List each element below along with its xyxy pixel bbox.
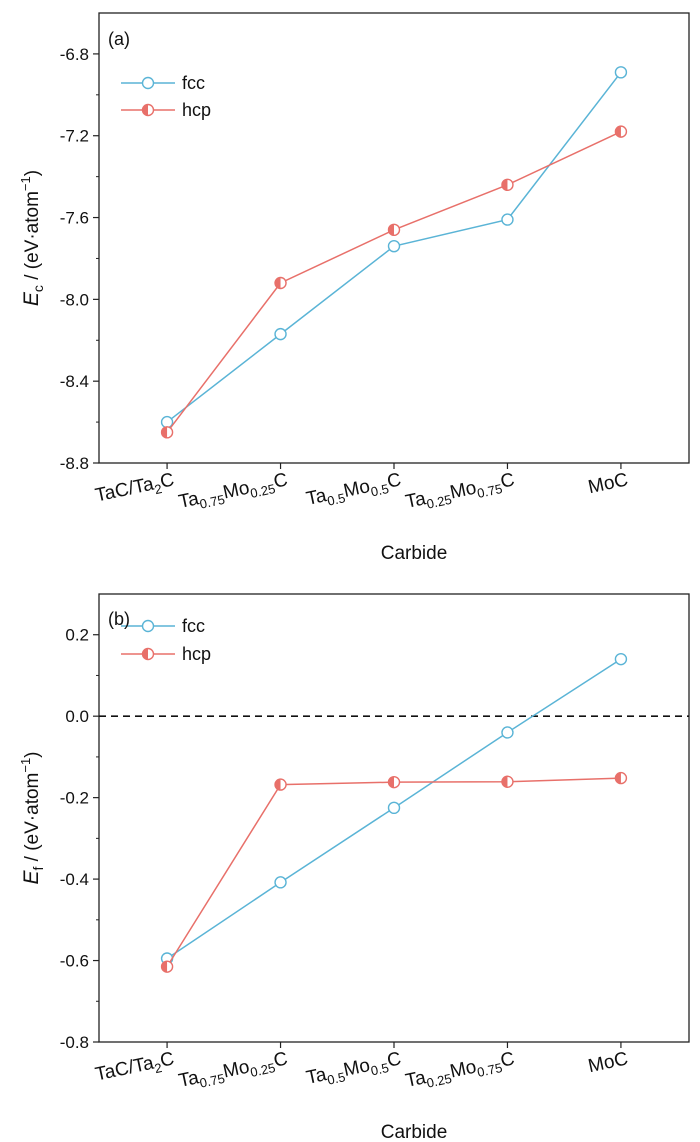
y-axis-title: Ef / (eV·atom−1) xyxy=(18,751,46,884)
y-tick-label: -8.0 xyxy=(60,290,89,309)
x-tick-label: MoC xyxy=(586,1048,630,1077)
legend-marker-fcc xyxy=(141,619,155,633)
x-tick-label: Ta0.5Mo0.5C xyxy=(304,469,403,513)
y-tick-label: -0.4 xyxy=(60,870,89,889)
x-tick-label: Ta0.5Mo0.5C xyxy=(304,1048,403,1092)
x-tick-label: TaC/Ta2C xyxy=(93,469,176,509)
y-tick-label: -0.2 xyxy=(60,789,89,808)
panel-tag: (b) xyxy=(108,609,130,629)
y-tick-label: -8.8 xyxy=(60,454,89,473)
chart-panel-b: -0.8 -0.6 -0.4 -0.2 0.0 0.2 TaC/Ta2CTa0.75Mo0.… xyxy=(18,593,690,1142)
data-point-hcp-fill xyxy=(161,426,168,438)
data-point-hcp-fill xyxy=(501,179,508,191)
data-point-hcp-fill xyxy=(615,126,621,138)
series-line-hcp xyxy=(166,130,622,433)
data-point-fcc xyxy=(160,415,174,429)
data-point-hcp-fill xyxy=(388,776,394,788)
chart-panel-a: -8.8 -8.4 -8.0 -7.6 -7.2 -6.8 TaC/Ta2CTa0.75Mo… xyxy=(18,12,690,564)
legend-label-fcc: fcc xyxy=(182,73,205,93)
data-point-hcp-fill xyxy=(275,779,281,791)
data-point-fcc xyxy=(274,876,287,889)
x-axis-title: Carbide xyxy=(381,1122,448,1142)
y-tick-label: 0.0 xyxy=(65,707,89,726)
x-tick-label: Ta0.75Mo0.25C xyxy=(177,1048,290,1095)
data-point-hcp-fill xyxy=(615,772,621,784)
y-tick-label: -0.8 xyxy=(60,1033,89,1052)
y-tick-label: -7.6 xyxy=(60,209,89,228)
x-tick-label: TaC/Ta2C xyxy=(93,1048,176,1088)
data-point-fcc xyxy=(501,213,514,226)
data-point-hcp-fill xyxy=(388,224,394,236)
legend-label-hcp: hcp xyxy=(182,644,211,664)
y-axis-title: Ec / (eV·atom−1) xyxy=(18,170,46,306)
panel-tag: (a) xyxy=(108,29,130,49)
legend-label-hcp: hcp xyxy=(182,100,211,120)
y-tick-label: -7.2 xyxy=(60,127,89,146)
y-tick-label: -8.4 xyxy=(60,372,89,391)
data-point-fcc xyxy=(387,239,401,253)
y-tick-label: -0.6 xyxy=(60,952,89,971)
data-point-fcc xyxy=(614,652,628,666)
data-point-fcc xyxy=(387,801,401,815)
legend-label-fcc: fcc xyxy=(182,616,205,636)
data-point-fcc xyxy=(501,726,514,739)
data-point-hcp-fill xyxy=(161,961,168,973)
x-axis-title: Carbide xyxy=(381,543,448,564)
x-tick-label: MoC xyxy=(586,469,630,498)
x-tick-label: Ta0.75Mo0.25C xyxy=(177,469,290,516)
data-point-hcp-fill xyxy=(275,277,281,289)
data-point-fcc xyxy=(274,327,287,341)
legend-marker-hcp-fill xyxy=(142,104,148,116)
legend-marker-fcc xyxy=(141,76,155,90)
data-point-hcp-fill xyxy=(501,776,508,788)
x-tick-label: Ta0.25Mo0.75C xyxy=(404,469,517,516)
y-tick-label: -6.8 xyxy=(60,45,89,64)
y-tick-label: 0.2 xyxy=(65,626,89,645)
legend-marker-hcp-fill xyxy=(142,648,148,660)
data-point-fcc xyxy=(614,66,628,79)
x-tick-label: Ta0.25Mo0.75C xyxy=(404,1048,517,1095)
